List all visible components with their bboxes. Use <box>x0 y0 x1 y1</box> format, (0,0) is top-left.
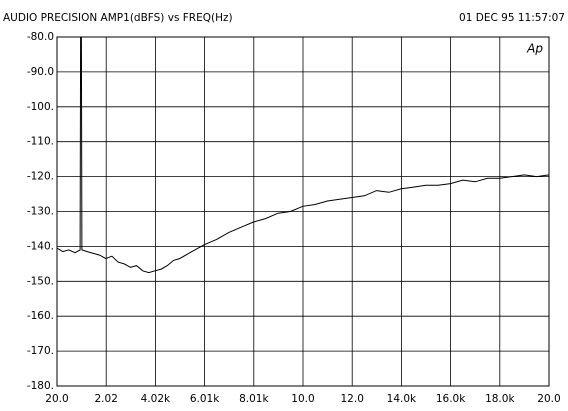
x-tick-label: 4.02k <box>141 393 171 405</box>
y-tick-label: -90.0 <box>27 66 54 78</box>
plot-frame <box>56 36 550 387</box>
x-tick-label: 14.0k <box>387 393 417 405</box>
x-tick-label: 18.0k <box>485 393 515 405</box>
x-tick-label: 6.01k <box>190 393 220 405</box>
x-tick-label: 16.0k <box>436 393 466 405</box>
x-tick-label: 8.01k <box>239 393 269 405</box>
x-tick-label: 12.0 <box>341 393 364 405</box>
y-tick-label: -140. <box>27 240 54 252</box>
y-tick-label: -170. <box>27 345 54 357</box>
y-tick-label: -110. <box>27 136 54 148</box>
timestamp: 01 DEC 95 11:57:07 <box>459 12 565 24</box>
y-tick-label: -130. <box>27 206 54 218</box>
chart-title: AUDIO PRECISION AMP1(dBFS) vs FREQ(Hz) <box>3 12 233 24</box>
y-tick-label: -80.0 <box>27 31 54 43</box>
y-tick-label: -180. <box>27 380 54 392</box>
y-tick-label: -120. <box>27 171 54 183</box>
y-tick-label: -100. <box>27 101 54 113</box>
x-tick-label: 2.02 <box>95 393 118 405</box>
x-tick-label: 20.0 <box>537 393 560 405</box>
logo: Ap <box>526 42 543 56</box>
y-tick-label: -150. <box>27 275 54 287</box>
x-tick-label: 10.0 <box>291 393 314 405</box>
data-line <box>57 37 549 274</box>
y-tick-label: -160. <box>27 310 54 322</box>
x-tick-label: 20.0 <box>45 393 68 405</box>
